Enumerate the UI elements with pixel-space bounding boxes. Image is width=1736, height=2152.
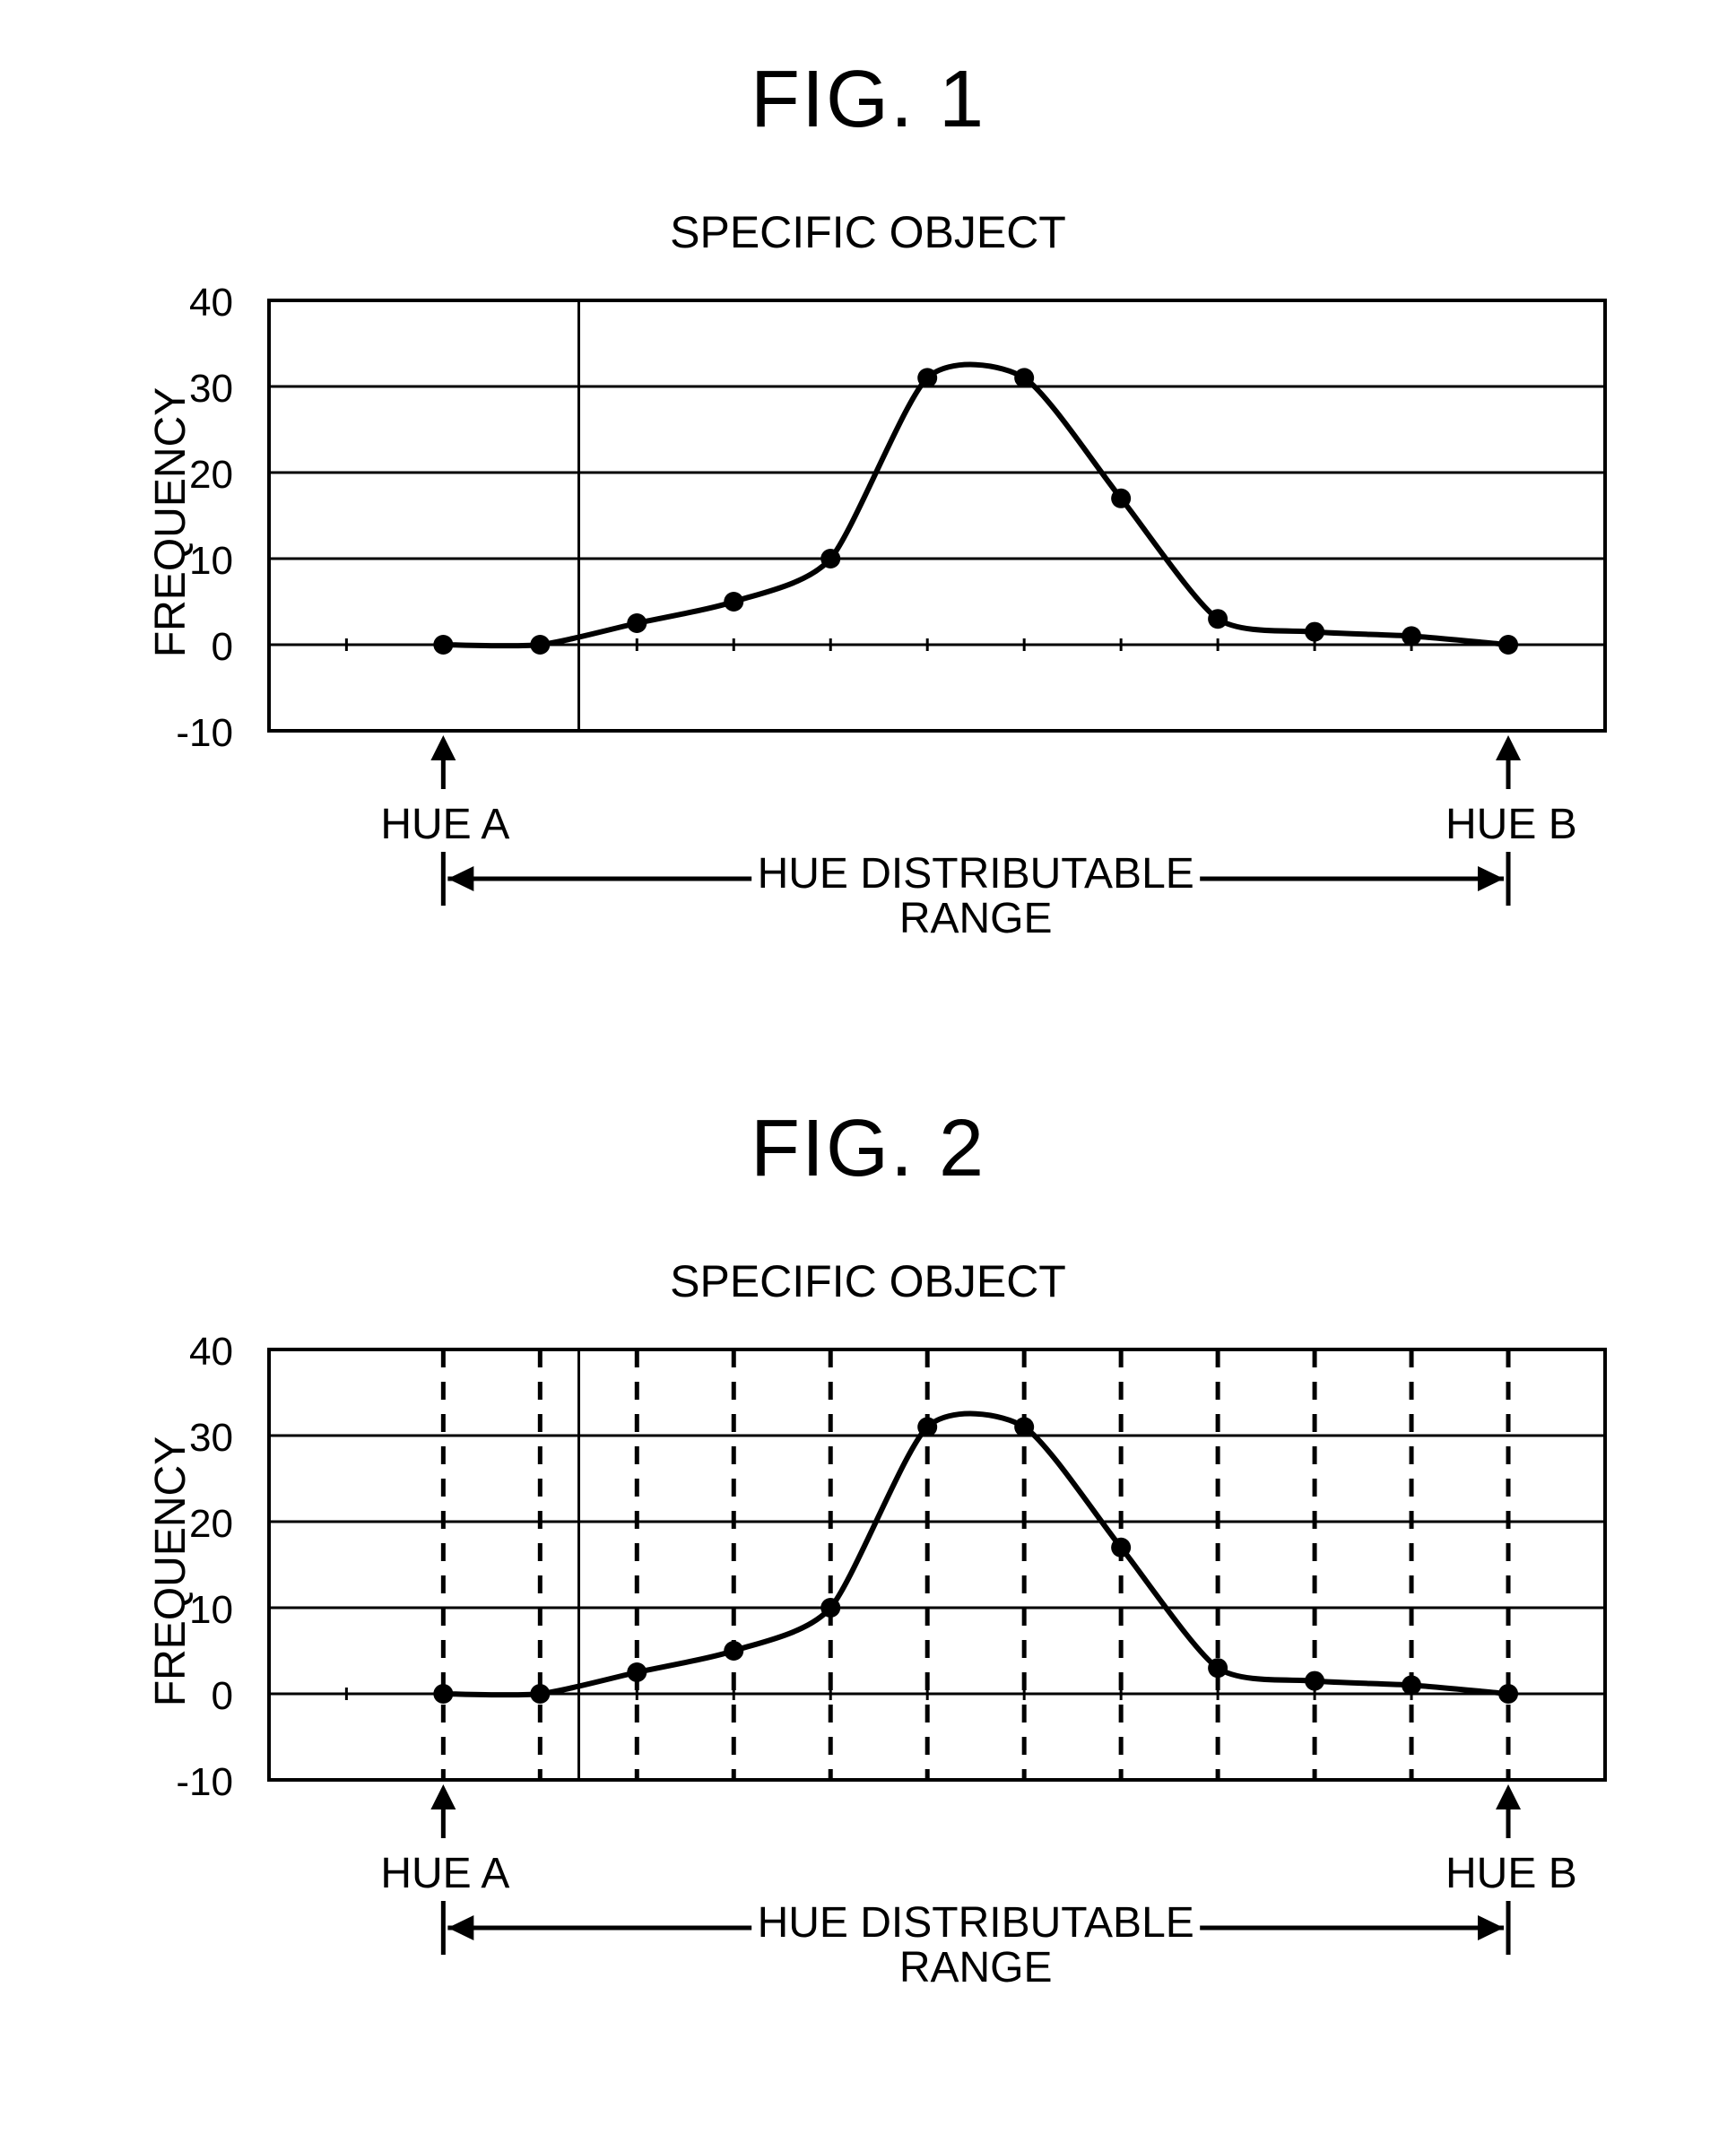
figure-subtitle: SPECIFIC OBJECT xyxy=(0,1255,1736,1307)
chart-plot xyxy=(251,291,1614,740)
data-marker xyxy=(1305,1671,1324,1691)
ytick-label: 20 xyxy=(189,1502,233,1547)
data-marker xyxy=(1208,1658,1228,1678)
hue-a-label: HUE A xyxy=(380,1849,509,1898)
hue-a-label: HUE A xyxy=(380,800,509,849)
ytick-label: 40 xyxy=(189,281,233,325)
data-marker xyxy=(917,368,937,387)
page: { "figs": [ { "title": "FIG. 1", "subtit… xyxy=(0,0,1736,2152)
data-marker xyxy=(820,1598,840,1618)
data-marker xyxy=(1402,1675,1421,1695)
ytick-label: -10 xyxy=(176,711,233,756)
figure-subtitle: SPECIFIC OBJECT xyxy=(0,206,1736,258)
data-marker xyxy=(1014,368,1034,387)
range-label: HUE DISTRIBUTABLE RANGE xyxy=(751,1901,1200,1991)
data-marker xyxy=(1498,635,1518,655)
ytick-label: 0 xyxy=(212,1674,233,1719)
data-marker xyxy=(1111,1538,1131,1558)
ytick-label: -10 xyxy=(176,1760,233,1805)
data-marker xyxy=(820,549,840,568)
hue-b-label: HUE B xyxy=(1445,1849,1577,1898)
data-marker xyxy=(627,1662,647,1682)
ytick-label: 30 xyxy=(189,1416,233,1461)
ytick-label: 10 xyxy=(189,1588,233,1633)
data-marker xyxy=(627,613,647,633)
data-marker xyxy=(1208,609,1228,629)
data-marker xyxy=(433,1684,453,1704)
ytick-label: 20 xyxy=(189,453,233,498)
data-marker xyxy=(724,592,743,612)
data-marker xyxy=(1111,489,1131,508)
data-marker xyxy=(530,635,550,655)
figure-title: FIG. 2 xyxy=(0,1103,1736,1195)
data-line xyxy=(443,1414,1508,1696)
ytick-label: 40 xyxy=(189,1330,233,1375)
y-axis-label: FREQUENCY xyxy=(146,1436,195,1706)
y-axis-label: FREQUENCY xyxy=(146,387,195,657)
hue-b-label: HUE B xyxy=(1445,800,1577,849)
data-marker xyxy=(1402,626,1421,646)
ytick-label: 10 xyxy=(189,539,233,584)
ytick-label: 30 xyxy=(189,367,233,412)
data-line xyxy=(443,365,1508,646)
data-marker xyxy=(530,1684,550,1704)
range-label: HUE DISTRIBUTABLE RANGE xyxy=(751,852,1200,942)
data-marker xyxy=(433,635,453,655)
data-marker xyxy=(1498,1684,1518,1704)
data-marker xyxy=(724,1641,743,1661)
chart-container: -10010203040FREQUENCY xyxy=(251,291,1614,740)
ytick-label: 0 xyxy=(212,625,233,670)
chart-container: -10010203040FREQUENCY xyxy=(251,1341,1614,1789)
chart-plot xyxy=(251,1341,1614,1789)
data-marker xyxy=(1014,1417,1034,1436)
data-marker xyxy=(1305,622,1324,642)
data-marker xyxy=(917,1417,937,1436)
below-annotations: HUE AHUE BHUE DISTRIBUTABLE RANGE xyxy=(251,1784,1614,1982)
below-annotations: HUE AHUE BHUE DISTRIBUTABLE RANGE xyxy=(251,735,1614,933)
figure-title: FIG. 1 xyxy=(0,54,1736,146)
